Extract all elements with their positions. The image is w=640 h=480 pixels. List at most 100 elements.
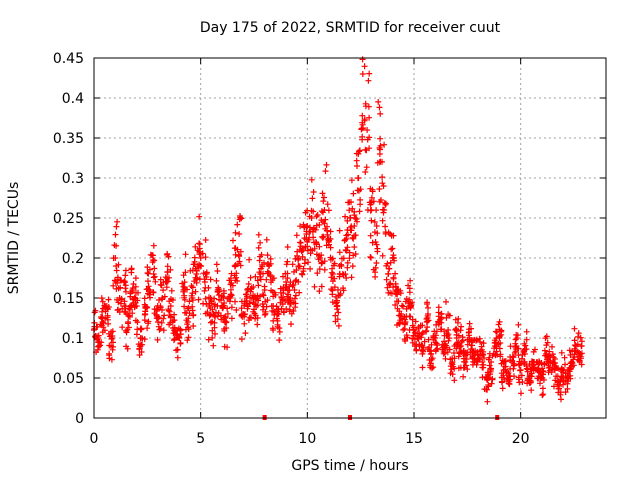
data-point bbox=[558, 368, 565, 375]
x-tick-label: 0 bbox=[90, 431, 99, 447]
data-point bbox=[570, 362, 577, 369]
data-point bbox=[170, 317, 177, 324]
data-point bbox=[189, 303, 196, 310]
data-point bbox=[189, 290, 196, 297]
data-point bbox=[185, 324, 192, 331]
data-point bbox=[419, 364, 426, 371]
data-point bbox=[353, 157, 360, 164]
data-point bbox=[331, 284, 338, 291]
data-point bbox=[272, 291, 279, 298]
data-point bbox=[458, 323, 465, 330]
data-point bbox=[171, 336, 178, 342]
x-tick-label: 5 bbox=[196, 431, 205, 447]
data-point bbox=[111, 277, 118, 284]
data-point bbox=[318, 252, 325, 259]
data-point bbox=[480, 364, 487, 371]
data-point bbox=[290, 308, 297, 314]
data-point bbox=[321, 258, 328, 265]
data-point bbox=[218, 316, 225, 323]
data-point bbox=[425, 336, 432, 343]
data-point bbox=[505, 370, 512, 376]
data-point bbox=[150, 274, 157, 281]
data-point bbox=[392, 280, 399, 287]
data-point bbox=[232, 229, 239, 236]
data-point bbox=[356, 208, 363, 215]
data-point bbox=[259, 291, 266, 298]
data-point bbox=[308, 207, 315, 214]
data-point bbox=[123, 288, 129, 295]
data-point bbox=[141, 301, 148, 308]
data-point bbox=[413, 346, 420, 353]
data-point bbox=[368, 217, 375, 224]
data-point bbox=[511, 362, 517, 369]
data-point bbox=[407, 277, 414, 284]
data-point bbox=[353, 150, 360, 157]
data-point bbox=[488, 359, 495, 365]
data-point bbox=[214, 288, 221, 295]
data-point bbox=[373, 223, 380, 229]
data-point bbox=[202, 295, 209, 302]
data-point bbox=[406, 285, 413, 292]
data-point bbox=[321, 266, 328, 273]
data-point bbox=[424, 314, 431, 321]
data-point bbox=[105, 296, 112, 303]
data-point bbox=[292, 278, 299, 285]
data-point bbox=[255, 282, 262, 289]
data-point bbox=[328, 274, 335, 281]
data-point bbox=[451, 377, 458, 384]
y-tick-label: 0.3 bbox=[62, 171, 84, 187]
data-point bbox=[335, 309, 342, 316]
data-point bbox=[444, 332, 451, 339]
data-point bbox=[119, 324, 126, 331]
data-point bbox=[355, 175, 361, 182]
data-point bbox=[492, 328, 499, 335]
data-point bbox=[448, 366, 455, 373]
data-point bbox=[400, 326, 407, 333]
data-point bbox=[389, 245, 396, 252]
data-point bbox=[180, 283, 187, 290]
data-point bbox=[259, 306, 266, 313]
data-point bbox=[110, 282, 117, 289]
data-point bbox=[177, 331, 184, 338]
data-point bbox=[523, 328, 530, 335]
data-point bbox=[537, 380, 543, 387]
data-point bbox=[271, 311, 278, 318]
data-point bbox=[336, 227, 343, 234]
data-point bbox=[115, 285, 122, 292]
data-point bbox=[340, 287, 347, 294]
data-point bbox=[409, 335, 416, 342]
data-point bbox=[371, 229, 378, 236]
data-point bbox=[456, 344, 463, 350]
data-point bbox=[376, 104, 383, 111]
data-point bbox=[575, 333, 581, 340]
data-point bbox=[496, 345, 503, 352]
data-point bbox=[144, 325, 151, 332]
data-point bbox=[132, 299, 139, 306]
data-point bbox=[261, 259, 267, 266]
data-point bbox=[259, 263, 266, 270]
data-point bbox=[182, 269, 189, 276]
data-point bbox=[310, 234, 317, 241]
data-point bbox=[219, 303, 226, 310]
data-point bbox=[110, 255, 117, 262]
data-point bbox=[562, 389, 569, 396]
data-point bbox=[466, 326, 473, 333]
data-point bbox=[324, 201, 331, 208]
data-point bbox=[195, 296, 202, 303]
data-point bbox=[145, 270, 152, 277]
data-point bbox=[282, 270, 289, 277]
data-point bbox=[208, 298, 215, 305]
data-point bbox=[112, 231, 119, 238]
data-point bbox=[507, 373, 514, 380]
data-point bbox=[576, 352, 583, 359]
data-point bbox=[160, 287, 167, 294]
data-point bbox=[333, 299, 340, 306]
y-tick-label: 0.05 bbox=[53, 371, 84, 387]
data-point bbox=[449, 371, 456, 378]
data-point bbox=[189, 297, 196, 304]
data-point bbox=[554, 381, 561, 388]
data-point bbox=[419, 329, 426, 336]
data-point bbox=[105, 320, 112, 327]
data-point bbox=[521, 358, 528, 365]
data-point bbox=[515, 376, 522, 383]
